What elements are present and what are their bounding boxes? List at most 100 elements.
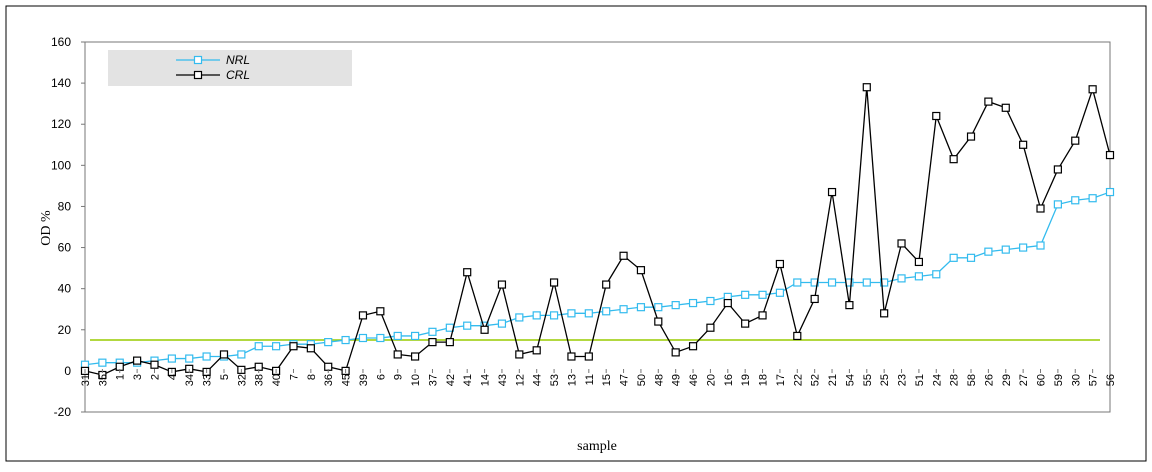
- data-point-crl: [1053, 165, 1062, 174]
- x-tick-label: 3: [132, 374, 144, 380]
- data-point-crl: [654, 317, 663, 326]
- x-tick-label: 11: [584, 374, 596, 385]
- x-tick-label: 39: [358, 374, 370, 386]
- data-point-nrl: [1001, 245, 1010, 254]
- data-point-crl: [619, 251, 628, 260]
- x-tick-label: 36: [323, 374, 335, 386]
- data-point-crl: [1019, 140, 1028, 149]
- series-nrl: [80, 187, 1115, 369]
- x-tick-label: 31: [80, 374, 92, 386]
- x-tick-label: 40: [271, 374, 283, 386]
- data-point-crl: [410, 352, 420, 361]
- y-tick-label: 160: [51, 35, 71, 49]
- data-point-crl: [984, 97, 993, 106]
- x-tick-label: 15: [601, 374, 613, 386]
- data-point-crl: [880, 309, 889, 318]
- x-tick-label: 43: [497, 374, 509, 386]
- data-point-nrl: [758, 290, 767, 299]
- data-point-nrl: [1088, 194, 1097, 203]
- x-tick-label: 52: [810, 374, 822, 386]
- y-tick-label: 40: [58, 282, 72, 296]
- data-point-crl: [497, 280, 507, 289]
- legend-label-crl: CRL: [226, 68, 250, 82]
- y-axis-ticks: -20 0 20 40 60 80 100 120 140 160: [51, 35, 85, 419]
- legend-marker-crl: [193, 70, 203, 80]
- x-tick-label: 42: [445, 374, 457, 386]
- data-point-crl: [289, 342, 298, 351]
- data-point-crl: [688, 342, 698, 351]
- x-tick-label: 26: [983, 374, 995, 386]
- data-point-nrl: [272, 342, 281, 351]
- data-point-nrl: [185, 354, 194, 363]
- legend-label-nrl: NRL: [226, 53, 250, 67]
- data-point-crl: [775, 259, 785, 269]
- data-point-nrl: [1019, 243, 1028, 252]
- x-tick-label: 21: [827, 374, 839, 386]
- data-point-crl: [706, 323, 715, 332]
- x-tick-label: 2: [149, 374, 161, 380]
- data-point-nrl: [393, 331, 402, 341]
- x-tick-label: 7: [288, 374, 300, 380]
- x-axis-title: sample: [577, 439, 617, 454]
- data-point-nrl: [932, 270, 941, 279]
- y-axis-title: OD %: [39, 210, 54, 246]
- data-point-nrl: [376, 333, 385, 343]
- data-point-nrl: [688, 298, 698, 308]
- x-tick-label: 48: [653, 374, 665, 386]
- x-tick-label: 18: [758, 374, 770, 386]
- data-point-crl: [428, 338, 437, 347]
- x-tick-label: 25: [879, 374, 891, 386]
- x-tick-label: 27: [1018, 374, 1030, 386]
- x-tick-label: 33: [202, 374, 214, 386]
- data-point-crl: [602, 280, 611, 289]
- y-tick-label: 0: [64, 364, 71, 378]
- x-tick-label: 20: [705, 374, 717, 386]
- x-tick-label: 57: [1088, 374, 1100, 386]
- data-point-crl: [793, 331, 802, 341]
- data-point-crl: [480, 325, 489, 334]
- data-point-nrl: [897, 274, 906, 283]
- data-point-nrl: [1105, 187, 1115, 197]
- data-point-nrl: [793, 278, 802, 287]
- data-point-nrl: [741, 290, 750, 299]
- x-axis-ticks: 31 35 1 3 2 4 34 33 5 32 38 40 7 8 36 45 39 6 9 10 37 42 41 14 4…: [80, 369, 1117, 386]
- y-tick-label: 80: [58, 199, 72, 213]
- x-tick-label: 44: [532, 374, 544, 386]
- plot-area-frame: [84, 41, 1111, 413]
- x-tick-label: 37: [427, 374, 439, 386]
- x-tick-label: 19: [740, 374, 752, 386]
- x-tick-label: 1: [115, 374, 127, 380]
- data-point-crl: [1036, 204, 1045, 213]
- data-point-crl: [758, 311, 767, 320]
- x-tick-label: 54: [844, 374, 856, 386]
- data-point-nrl: [202, 352, 211, 361]
- data-point-crl: [445, 338, 454, 347]
- x-tick-label: 12: [514, 374, 526, 386]
- data-point-nrl: [966, 253, 976, 262]
- data-point-nrl: [1036, 241, 1045, 250]
- data-point-nrl: [619, 305, 628, 314]
- data-point-nrl: [532, 311, 541, 320]
- x-tick-label: 51: [914, 374, 926, 386]
- legend-marker-nrl: [193, 55, 203, 65]
- data-point-crl: [567, 352, 576, 361]
- data-point-nrl: [324, 338, 333, 347]
- x-tick-label: 32: [236, 374, 248, 386]
- data-point-nrl: [428, 327, 437, 336]
- data-point-nrl: [497, 319, 507, 328]
- x-tick-label: 46: [688, 374, 700, 386]
- x-tick-label: 10: [410, 374, 422, 386]
- data-point-crl: [932, 111, 941, 121]
- x-tick-label: 50: [636, 374, 648, 386]
- data-point-crl: [393, 350, 402, 359]
- data-point-crl: [358, 311, 368, 320]
- x-tick-label: 45: [341, 374, 353, 386]
- y-tick-label: -20: [54, 405, 72, 419]
- data-point-nrl: [984, 247, 993, 256]
- data-point-nrl: [584, 309, 593, 318]
- legend-box: [108, 50, 352, 86]
- x-tick-label: 16: [723, 374, 735, 386]
- y-tick-label: 100: [51, 158, 71, 172]
- x-tick-label: 9: [393, 374, 405, 380]
